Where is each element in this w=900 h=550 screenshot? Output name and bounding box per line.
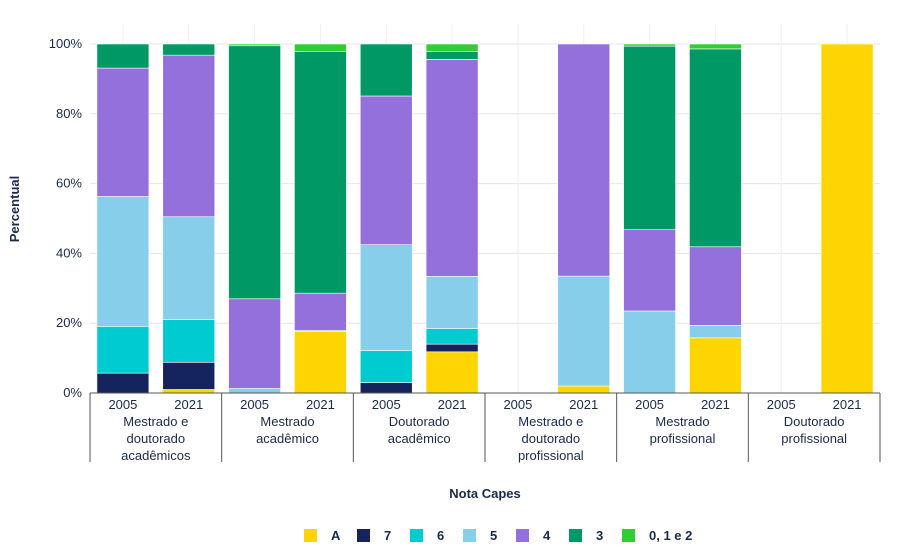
bar-segment — [820, 43, 874, 394]
x-axis: 2005 2021 Mestrado e doutorado acadêmicos 200… — [89, 392, 881, 463]
bar-segment — [359, 95, 413, 245]
y-tick-label: 80% — [56, 106, 82, 121]
bar-segment — [228, 45, 281, 300]
x-axis-title: Nota Capes — [449, 486, 521, 501]
bar-segment — [425, 51, 479, 60]
bar-segment — [162, 389, 216, 394]
x-group-label: Mestrado e — [123, 414, 188, 429]
bar-segment — [96, 196, 150, 327]
bar-segment — [425, 343, 479, 353]
bar-segment — [359, 244, 413, 351]
x-group-label: doutorado — [522, 431, 581, 446]
bar-segment — [162, 216, 216, 320]
y-tick-label: 100% — [49, 36, 83, 51]
y-tick-label: 40% — [56, 245, 82, 260]
legend-label: 0, 1 e 2 — [649, 528, 692, 543]
bar-segment — [425, 351, 479, 394]
legend-label: 6 — [437, 528, 444, 543]
bar-segment — [623, 310, 676, 394]
legend-swatch — [357, 529, 370, 542]
bar-segment — [623, 43, 676, 47]
legend-swatch — [410, 529, 423, 542]
x-group-label: profissional — [650, 431, 716, 446]
legend-label: 4 — [543, 528, 551, 543]
bar-segment — [96, 67, 150, 197]
bar-segment — [557, 43, 611, 277]
y-axis-title: Percentual — [7, 176, 22, 242]
x-group-label: Mestrado e — [518, 414, 583, 429]
bar-segment — [689, 324, 742, 339]
x-tick-year: 2021 — [174, 397, 203, 412]
x-tick-year: 2021 — [438, 397, 467, 412]
bar-segment — [162, 43, 216, 56]
x-group-label: Doutorado — [784, 414, 845, 429]
y-tick-label: 20% — [56, 315, 82, 330]
bar-segment — [359, 43, 413, 97]
legend-swatch — [463, 529, 476, 542]
x-tick-year: 2005 — [503, 397, 532, 412]
x-group-label: acadêmico — [256, 431, 319, 446]
bar-segment — [162, 361, 216, 390]
bar-segment — [228, 388, 281, 394]
bar-segment — [162, 319, 216, 363]
x-group-label: doutorado — [127, 431, 186, 446]
x-group-label: profissional — [781, 431, 847, 446]
bars-layer — [96, 43, 874, 394]
bar-segment — [294, 43, 347, 52]
bar-segment — [96, 372, 150, 394]
bar-segment — [425, 276, 479, 329]
bar-segment — [557, 275, 611, 387]
legend: A 7 6 5 4 3 0, 1 e 2 — [304, 528, 692, 543]
bar-segment — [359, 382, 413, 394]
bar-segment — [689, 43, 742, 50]
bar-segment — [294, 331, 347, 394]
x-group-label: acadêmicos — [121, 448, 191, 463]
x-tick-year: 2005 — [767, 397, 796, 412]
legend-label: 7 — [384, 528, 391, 543]
legend-label: 5 — [490, 528, 497, 543]
y-tick-label: 60% — [56, 176, 82, 191]
x-group-label: Mestrado — [260, 414, 314, 429]
bar-segment — [689, 337, 742, 394]
bar-segment — [425, 328, 479, 345]
bar-segment — [425, 43, 479, 52]
bar-segment — [294, 51, 347, 294]
legend-swatch — [622, 529, 635, 542]
legend-swatch — [569, 529, 582, 542]
bar-segment — [294, 292, 347, 331]
bar-segment — [623, 229, 676, 312]
bar-segment — [623, 45, 676, 230]
x-tick-year: 2021 — [306, 397, 335, 412]
x-tick-year: 2021 — [569, 397, 598, 412]
legend-swatch — [516, 529, 529, 542]
x-group-label: Mestrado — [655, 414, 709, 429]
x-tick-year: 2005 — [635, 397, 664, 412]
bar-segment — [228, 43, 281, 47]
legend-label: A — [331, 528, 341, 543]
x-tick-year: 2005 — [372, 397, 401, 412]
x-group-label: profissional — [518, 448, 584, 463]
bar-segment — [228, 298, 281, 389]
bar-segment — [359, 350, 413, 383]
x-group-label: acadêmico — [388, 431, 451, 446]
bar-segment — [96, 326, 150, 374]
bar-segment — [557, 385, 611, 394]
bar-segment — [96, 43, 150, 69]
y-axis-ticks: 0% 20% 40% 60% 80% 100% — [49, 36, 83, 400]
y-tick-label: 0% — [63, 385, 82, 400]
bar-segment — [162, 54, 216, 218]
bar-segment — [425, 59, 479, 277]
x-tick-year: 2005 — [108, 397, 137, 412]
x-tick-year: 2021 — [701, 397, 730, 412]
bar-segment — [689, 48, 742, 248]
x-tick-year: 2021 — [833, 397, 862, 412]
bar-segment — [689, 246, 742, 326]
x-group-label: Doutorado — [389, 414, 450, 429]
legend-swatch — [304, 529, 317, 542]
x-tick-year: 2005 — [240, 397, 269, 412]
legend-label: 3 — [596, 528, 603, 543]
